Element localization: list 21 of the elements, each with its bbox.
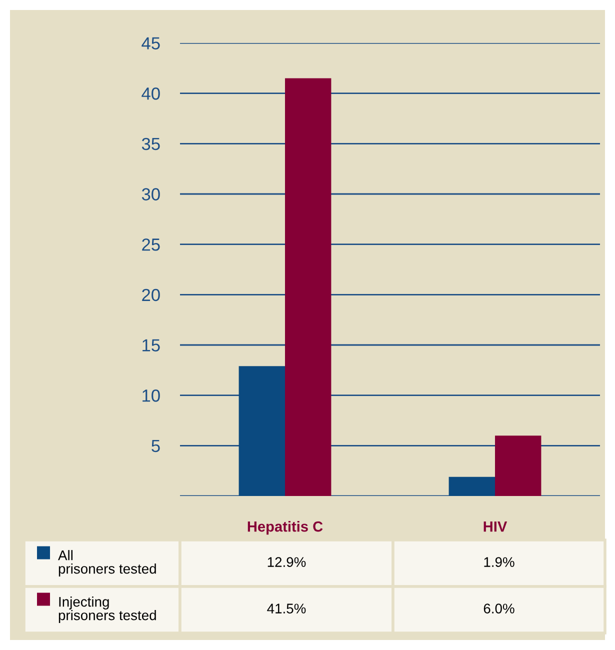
y-tick-label: 30: [142, 188, 160, 200]
bar: [238, 366, 285, 496]
x-tick-label: HIV: [484, 522, 508, 532]
y-tick-label: 10: [142, 390, 160, 402]
legend-label: Injecting prisoners tested: [58, 596, 156, 623]
legend-label: All prisoners tested: [58, 550, 156, 576]
bar: [285, 78, 332, 496]
y-tick-label: 35: [142, 138, 160, 150]
y-tick-label: 25: [142, 238, 160, 251]
y-tick-label: 5: [152, 440, 160, 452]
y-tick-label: 15: [142, 339, 160, 352]
data-label: 12.9%: [268, 557, 306, 567]
y-tick-label: 40: [142, 88, 160, 100]
data-label: 1.9%: [484, 557, 514, 567]
x-tick-label: Hepatitis C: [248, 521, 323, 535]
data-label: 6.0%: [484, 604, 514, 614]
bar: [495, 436, 542, 496]
data-label: 41.5%: [267, 604, 306, 614]
y-tick-label: 45: [142, 37, 160, 50]
bar: [448, 476, 495, 496]
y-tick-label: 20: [142, 288, 160, 302]
